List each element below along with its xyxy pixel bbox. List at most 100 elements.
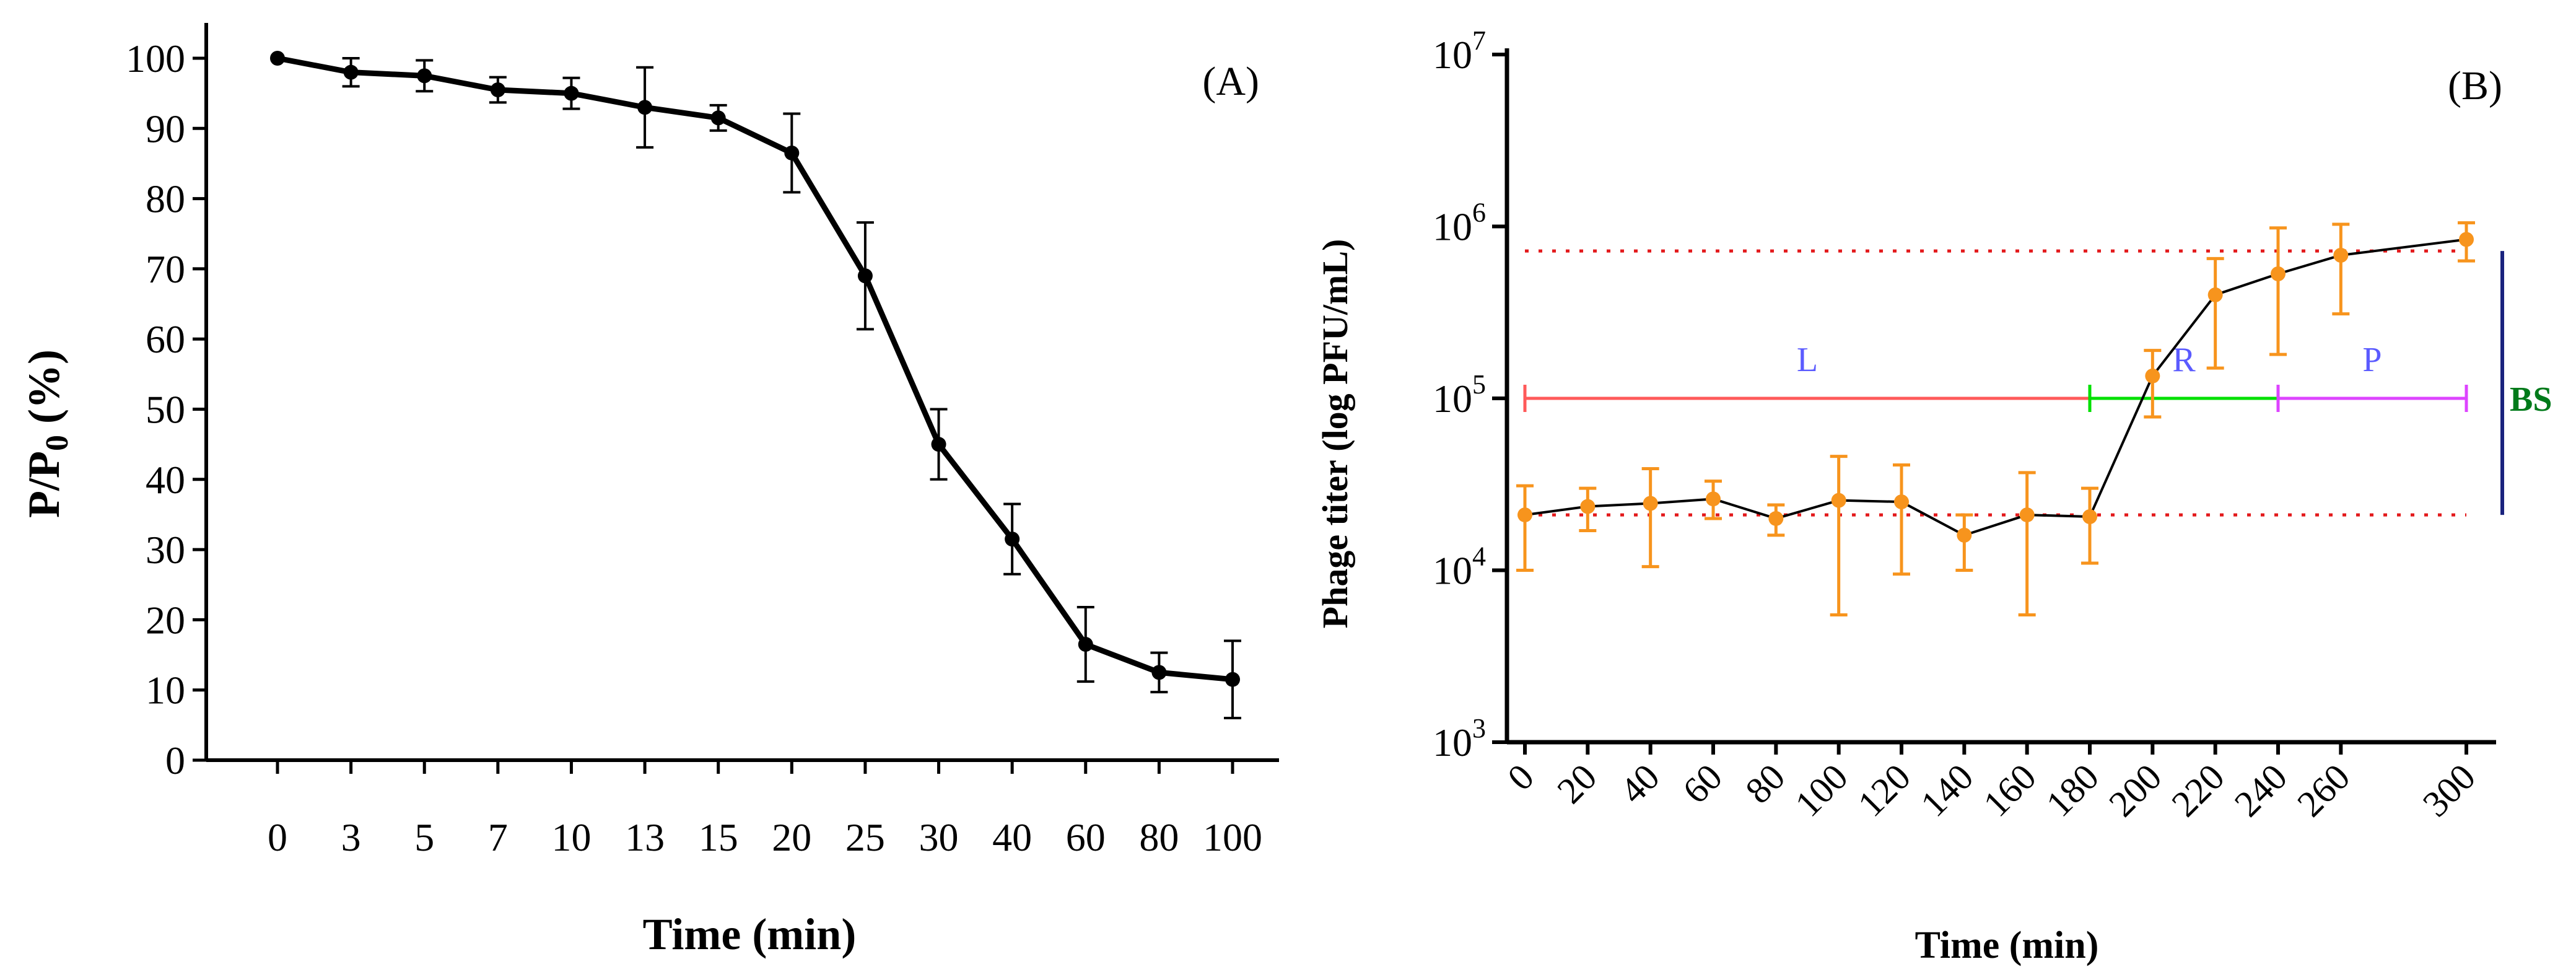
panel-b-x-tick-label: 240 bbox=[2227, 756, 2295, 825]
panel-a-data-point bbox=[417, 68, 432, 84]
panel-b-y-tick-exponent: 7 bbox=[1472, 25, 1486, 56]
panel-a-x-tick-label: 10 bbox=[551, 815, 591, 859]
panel-b-x-tick-label: 60 bbox=[1675, 756, 1730, 812]
panel-b-data-point bbox=[1643, 496, 1658, 511]
panel-a-data-point bbox=[1005, 532, 1020, 547]
panel-b-x-tick-label: 40 bbox=[1612, 756, 1667, 812]
panel-a-x-tick-label: 7 bbox=[488, 815, 508, 859]
panel-b-y-tick-label: 103 bbox=[1433, 713, 1486, 765]
panel-a-label: (A) bbox=[1202, 59, 1259, 104]
panel-a-y-tick-label: 10 bbox=[146, 668, 185, 712]
panel-a-data-point bbox=[343, 64, 359, 80]
panel-a-data-point bbox=[564, 85, 579, 101]
panel-a-y-tick-label: 90 bbox=[146, 107, 185, 151]
panel-a-y-tick-label: 70 bbox=[146, 247, 185, 291]
panel-b-y-tick-base: 10 bbox=[1433, 205, 1472, 249]
panel-a-x-tick-label: 15 bbox=[699, 815, 738, 859]
panel-b-x-tick-label: 100 bbox=[1788, 756, 1856, 825]
panel-b-y-tick-label: 106 bbox=[1433, 198, 1486, 249]
panel-b-data-point bbox=[1831, 493, 1846, 508]
panel-b-y-tick-base: 10 bbox=[1433, 721, 1472, 765]
panel-b-phase-label-l: L bbox=[1797, 341, 1818, 379]
panel-a-y-axis-label: P/P0 (%) bbox=[19, 349, 75, 518]
panel-a-x-tick-label: 5 bbox=[414, 815, 434, 859]
panel-b-data-point bbox=[2082, 509, 2097, 524]
panel-b-data-point bbox=[2271, 266, 2286, 282]
panel-a-x-tick-label: 0 bbox=[268, 815, 287, 859]
panel-b-x-tick-label: 0 bbox=[1500, 756, 1542, 799]
panel-a-data-point bbox=[1078, 637, 1093, 652]
panel-a-x-tick-label: 25 bbox=[845, 815, 885, 859]
panel-b-phase-label-p: P bbox=[2362, 341, 2382, 379]
panel-a-data-point bbox=[490, 82, 505, 97]
panel-b-data-point bbox=[1894, 494, 1909, 510]
panel-b-y-axis-label: Phage titer (log PFU/mL) bbox=[1315, 239, 1355, 629]
panel-b-y-tick-base: 10 bbox=[1433, 377, 1472, 421]
panel-b-y-tick-base: 10 bbox=[1433, 549, 1472, 593]
panel-b-data-point bbox=[2145, 368, 2160, 383]
panel-b-data-point bbox=[2333, 247, 2349, 263]
panel-b: (B) Time (min) Phage titer (log PFU/mL) … bbox=[1315, 25, 2552, 966]
panel-b-data-point bbox=[1768, 510, 1784, 526]
panel-b-y-tick-exponent: 3 bbox=[1472, 713, 1486, 743]
panel-a-y-tick-label: 0 bbox=[165, 738, 185, 782]
panel-a-y-tick-label: 20 bbox=[146, 598, 185, 642]
panel-a-x-tick-label: 3 bbox=[341, 815, 361, 859]
panel-a-data-point bbox=[710, 110, 726, 126]
panel-a-y-tick-label: 100 bbox=[126, 37, 185, 81]
panel-a-y-label-suffix: (%) bbox=[19, 349, 69, 435]
panel-b-x-tick-label: 80 bbox=[1737, 756, 1792, 812]
panel-b-x-tick-label: 260 bbox=[2289, 756, 2357, 825]
panel-a-y-tick-label: 30 bbox=[146, 528, 185, 572]
panel-a-x-tick-label: 20 bbox=[772, 815, 811, 859]
panel-b-y-tick-exponent: 6 bbox=[1472, 198, 1486, 228]
panel-b-data-point bbox=[1580, 499, 1596, 514]
panel-a-data-point bbox=[637, 100, 653, 115]
panel-a-y-tick-label: 80 bbox=[146, 177, 185, 221]
panel-a-data-point bbox=[1151, 665, 1167, 680]
panel-b-y-tick-exponent: 4 bbox=[1472, 541, 1486, 572]
panel-b-x-tick-label: 200 bbox=[2101, 756, 2169, 825]
panel-b-data-point bbox=[2019, 507, 2035, 523]
panel-a-y-label-subscript: 0 bbox=[40, 435, 75, 451]
panel-a-x-tick-label: 30 bbox=[919, 815, 959, 859]
panel-b-y-tick-base: 10 bbox=[1433, 33, 1472, 77]
panel-b-x-tick-label: 220 bbox=[2164, 756, 2232, 825]
panel-a-x-tick-label: 40 bbox=[992, 815, 1032, 859]
panel-a-y-tick-label: 40 bbox=[146, 458, 185, 502]
panel-a-x-tick-label: 13 bbox=[625, 815, 665, 859]
panel-b-data-point bbox=[1957, 527, 1972, 543]
panel-b-label: (B) bbox=[2448, 63, 2502, 108]
panel-b-x-tick-label: 300 bbox=[2415, 756, 2483, 825]
panel-a-data-point bbox=[784, 145, 800, 160]
panel-b-x-tick-label: 160 bbox=[1976, 756, 2044, 825]
panel-a-data-point bbox=[857, 268, 873, 284]
panel-b-data-point bbox=[1517, 507, 1532, 523]
panel-b-burst-size-label: BS bbox=[2510, 380, 2552, 419]
panel-a-data-point bbox=[270, 51, 285, 66]
panel-b-data-point bbox=[1706, 491, 1721, 507]
panel-a-y-tick-label: 50 bbox=[146, 388, 185, 432]
panel-b-series-line bbox=[1524, 238, 2467, 537]
panel-a: (A) Time (min) P/P0 (%) 0102030405060708… bbox=[19, 23, 1279, 959]
panel-a-x-axis-label: Time (min) bbox=[643, 909, 857, 959]
panel-a-y-label-main: P/P bbox=[19, 451, 69, 518]
panel-b-y-tick-label: 105 bbox=[1433, 369, 1486, 421]
panel-a-data-point bbox=[1225, 672, 1240, 687]
panel-a-y-tick-label: 60 bbox=[146, 317, 185, 361]
panel-b-data-point bbox=[2207, 287, 2223, 302]
panel-b-x-tick-label: 120 bbox=[1850, 756, 1918, 825]
panel-b-x-tick-label: 20 bbox=[1549, 756, 1604, 812]
panel-a-data-point bbox=[931, 437, 946, 452]
panel-b-data-point bbox=[2459, 232, 2474, 247]
panel-b-y-tick-label: 107 bbox=[1433, 25, 1486, 77]
panel-b-y-tick-exponent: 5 bbox=[1472, 369, 1486, 400]
panel-a-x-tick-label: 80 bbox=[1139, 815, 1179, 859]
panel-b-y-tick-label: 104 bbox=[1433, 541, 1486, 593]
panel-a-series-line bbox=[277, 55, 1233, 683]
panel-b-x-tick-label: 140 bbox=[1913, 756, 1981, 825]
panel-a-x-tick-label: 100 bbox=[1203, 815, 1262, 859]
panel-b-x-axis-label: Time (min) bbox=[1915, 924, 2099, 966]
panel-a-x-tick-label: 60 bbox=[1066, 815, 1106, 859]
